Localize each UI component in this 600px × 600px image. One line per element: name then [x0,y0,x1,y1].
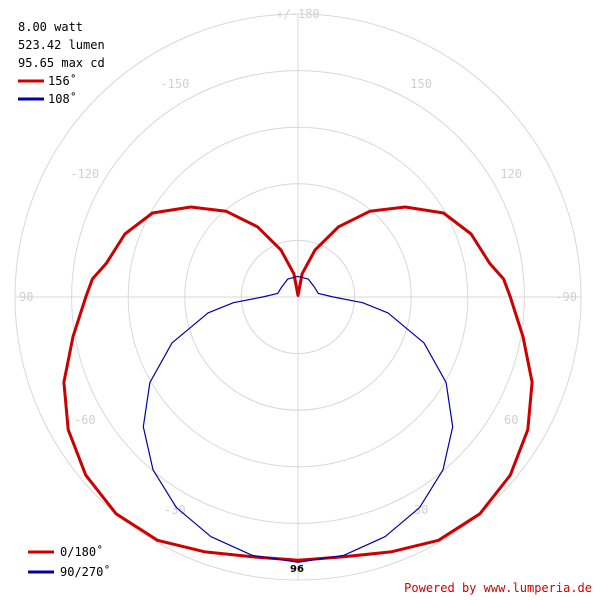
power-label: 8.00 watt [18,20,83,34]
polar-grid [14,13,582,581]
beam-legend-label-108: 108˚ [48,91,77,106]
series-layer [62,205,534,563]
plane-legend-label-90-270: 90/270˚ [60,564,111,579]
footer-credit: Powered by www.lumperia.de [404,581,592,595]
max-cd-label: 95.65 max cd [18,56,105,70]
angle-label-neg30: -30 [164,503,186,517]
angle-label-180: +/-180 [276,7,319,21]
angle-label-150: 150 [410,77,432,91]
series-line-90-270 [142,275,454,563]
angle-label-60: 60 [504,413,518,427]
flux-label: 523.42 lumen [18,38,105,52]
radial-scale-label: 96 [290,564,304,575]
plane-legend-label-0-180: 0/180˚ [60,544,103,559]
plane-legend: 0/180˚ 90/270˚ [28,544,111,579]
angle-labels: +/-180 -150 150 -120 120 -90 90 -60 60 -30 30 [19,7,577,517]
beam-legend-label-156: 156˚ [48,73,77,88]
angle-label-120: 120 [500,167,522,181]
series-line-0-180 [62,205,534,562]
angle-label-neg90: -90 [555,290,577,304]
angle-label-30: 30 [414,503,428,517]
angle-label-neg120: -120 [70,167,99,181]
beam-legend: 156˚ 108˚ [18,73,77,106]
angle-label-neg60: -60 [74,413,96,427]
angle-label-neg150: -150 [160,77,189,91]
angle-label-90: 90 [19,290,33,304]
